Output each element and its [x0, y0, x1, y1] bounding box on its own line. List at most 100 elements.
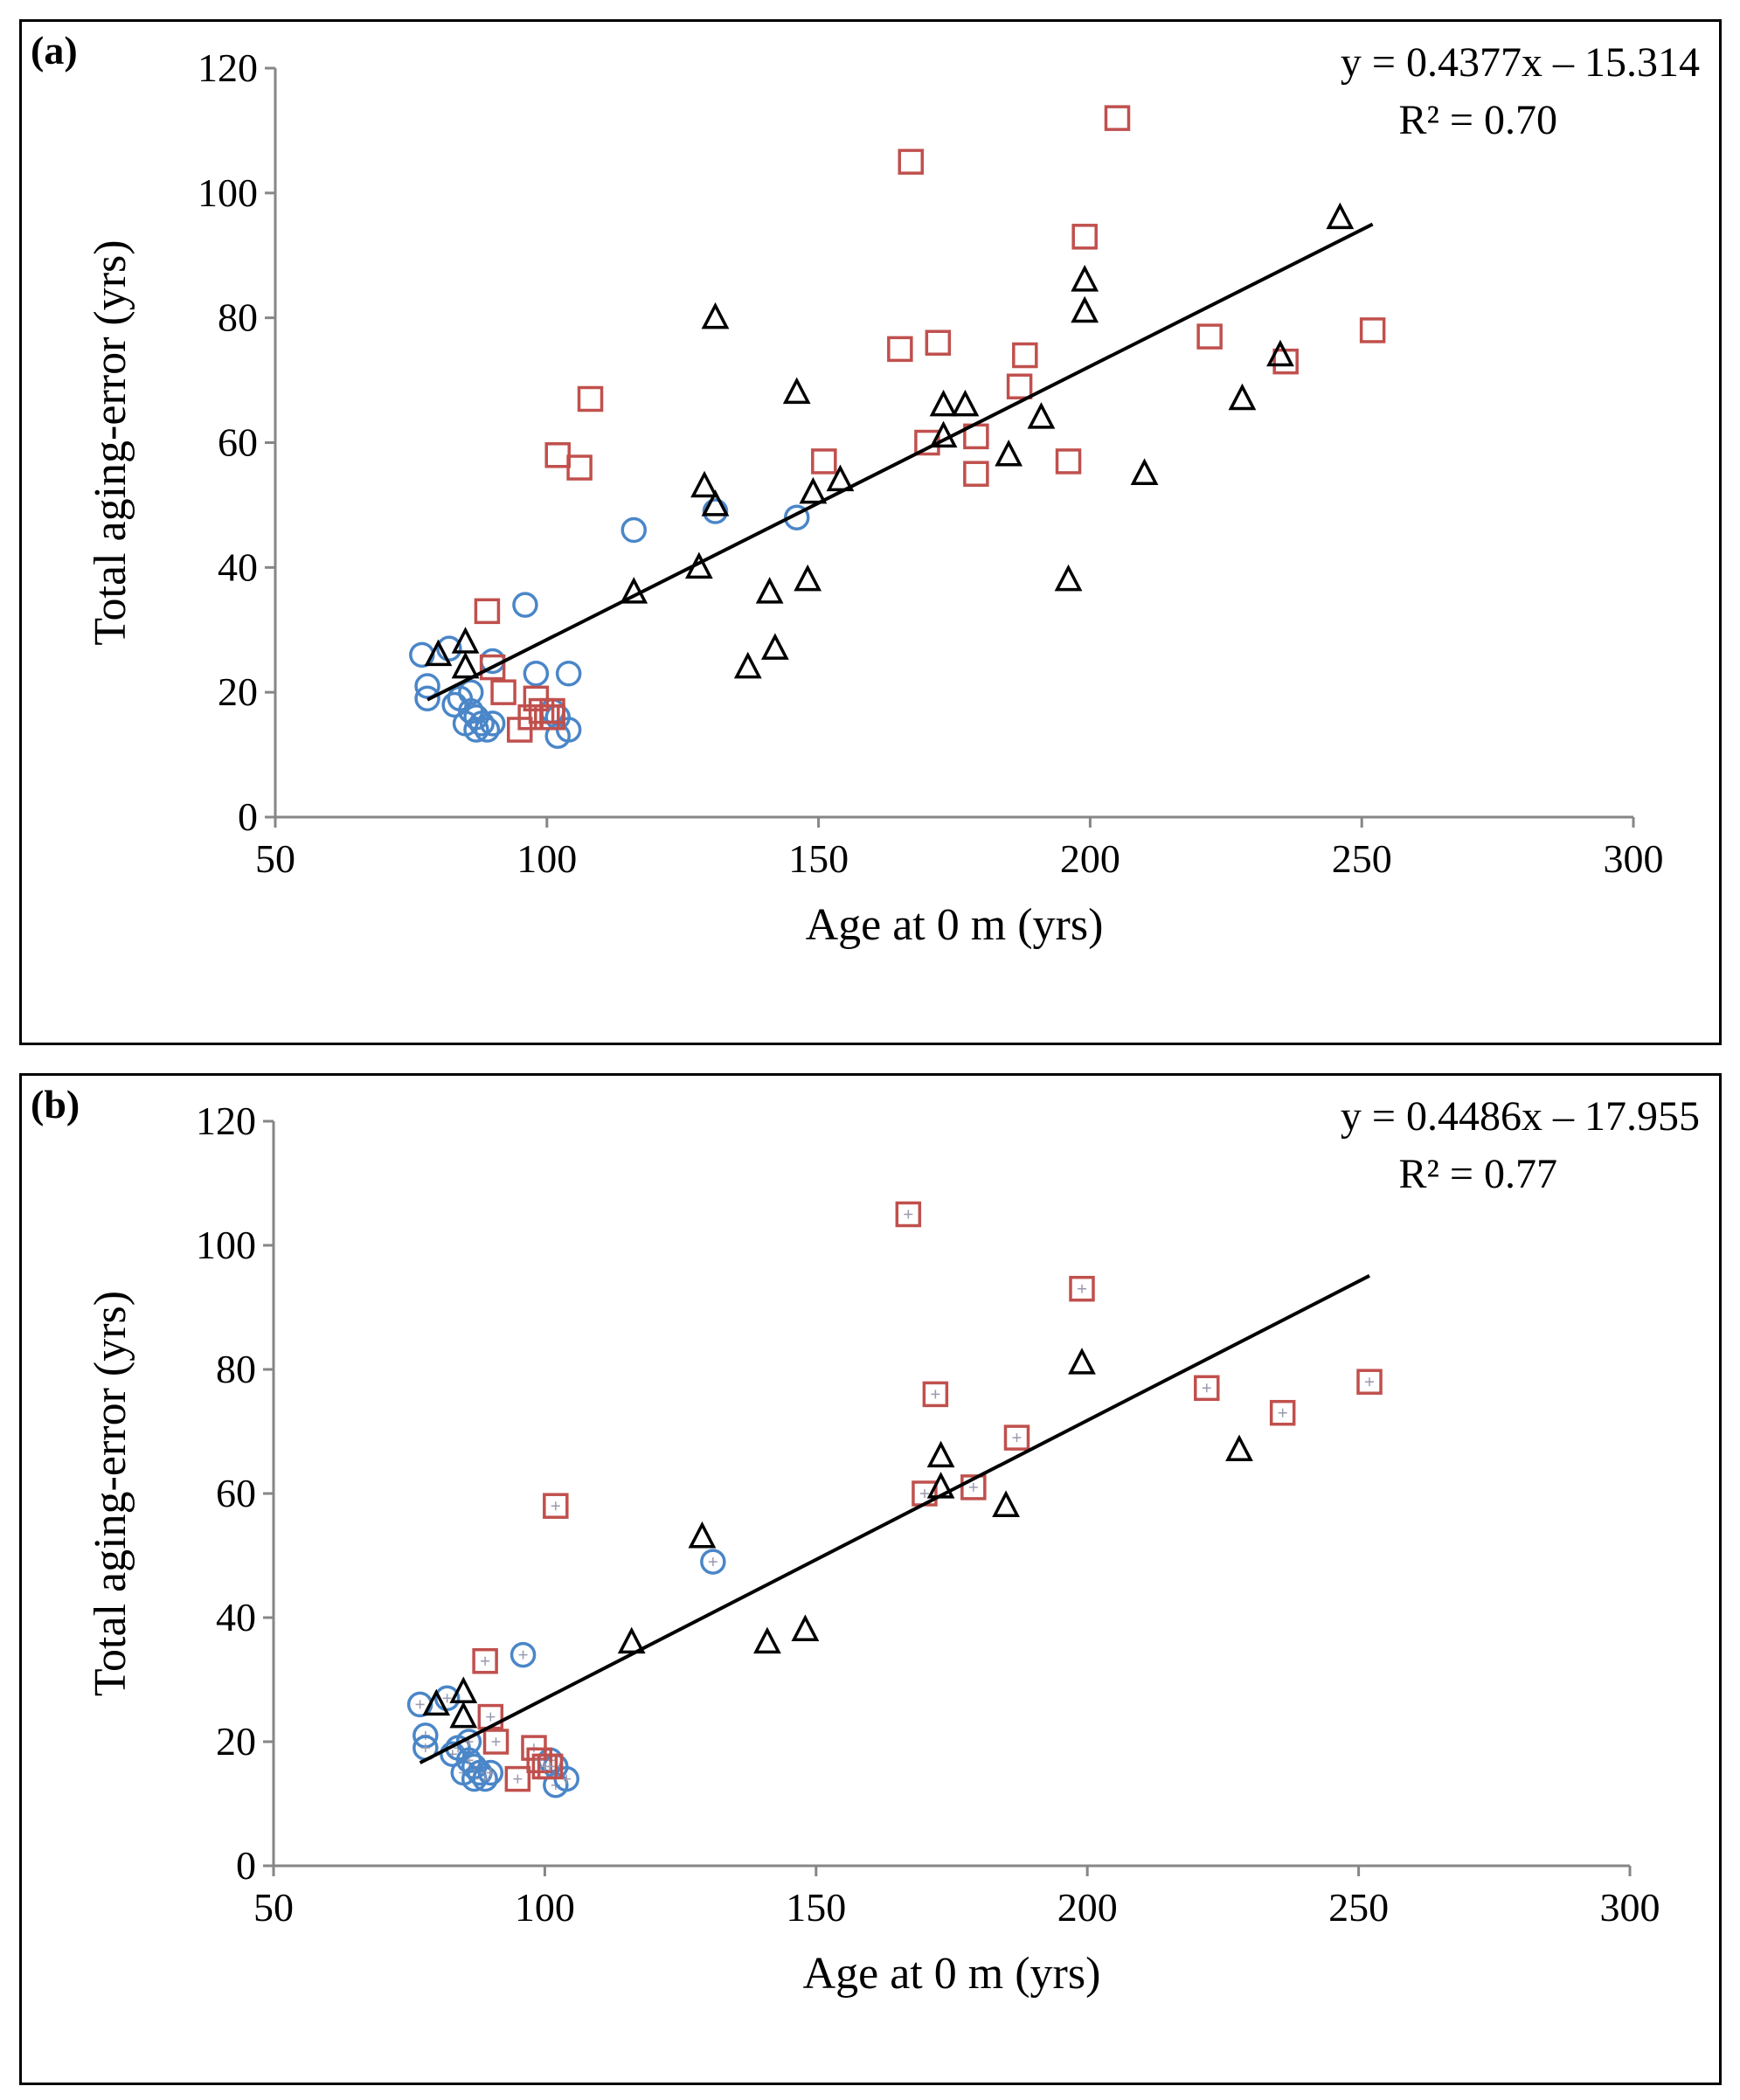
square-marker	[1356, 1369, 1383, 1395]
trend-line	[419, 1274, 1370, 1764]
square-marker	[1196, 323, 1223, 350]
cross-marker	[968, 1482, 978, 1492]
cross-marker	[708, 1557, 717, 1567]
circle-marker	[441, 691, 468, 718]
cross-marker	[442, 1694, 452, 1703]
square-marker	[1003, 1424, 1030, 1451]
square-marker	[1006, 373, 1033, 399]
trendline-equation: y = 0.4377x – 15.314	[1341, 39, 1700, 86]
square-marker	[539, 703, 565, 731]
x-axis-title: Age at 0 m (yrs)	[806, 900, 1104, 950]
triangle-marker	[688, 1521, 717, 1549]
triangle-marker	[701, 301, 730, 329]
square-marker	[895, 1201, 922, 1228]
triangle-marker	[929, 389, 958, 417]
x-tick-label: 300	[1604, 836, 1664, 881]
circle-marker	[436, 635, 462, 662]
cross-marker	[562, 1774, 572, 1784]
circle-marker	[783, 504, 810, 530]
cross-marker	[1012, 1433, 1022, 1443]
circle-marker	[555, 660, 582, 687]
triangle-marker	[1071, 295, 1099, 323]
square-marker	[960, 1474, 987, 1500]
x-tick-label: 100	[516, 836, 577, 881]
square-marker	[472, 1647, 498, 1674]
square-marker	[1269, 1399, 1296, 1426]
x-tick-label: 200	[1060, 836, 1120, 881]
square-marker	[925, 329, 952, 356]
cross-marker	[931, 1390, 940, 1399]
circle-marker	[477, 1759, 504, 1786]
panel-label: (b)	[31, 1082, 80, 1126]
circle-marker	[458, 679, 484, 705]
triangle-marker	[794, 564, 822, 592]
y-tick-label: 20	[218, 669, 258, 714]
square-marker	[474, 598, 501, 625]
x-tick-label: 100	[515, 1885, 575, 1930]
scatter-chart-b: 0 20 40 60 80 100 120 50 100 150 200 250 300 Age at 0…	[31, 1082, 1700, 1999]
cross-marker	[491, 1737, 501, 1746]
scatter-chart-a: 0 20 40 60 80 100 120 50 100 150 200 250 300 Age at 0…	[31, 28, 1700, 950]
circle-marker	[440, 1741, 466, 1767]
y-tick-label: 80	[216, 1347, 256, 1391]
circle-marker	[479, 710, 506, 737]
square-marker	[1194, 1375, 1220, 1402]
triangle-marker	[755, 577, 784, 604]
square-marker	[544, 442, 571, 468]
triangle-marker	[449, 1701, 478, 1729]
cross-marker	[551, 1501, 560, 1511]
square-marker	[490, 679, 516, 705]
circle-marker	[620, 516, 648, 544]
y-tick-label: 0	[236, 1843, 256, 1888]
square-marker	[811, 448, 837, 475]
y-tick-label: 0	[238, 794, 258, 839]
triangle-marker	[1130, 458, 1159, 485]
y-tick-label: 40	[218, 544, 258, 589]
x-tick-label: 150	[786, 1885, 846, 1930]
square-marker	[1069, 1275, 1095, 1302]
square-marker	[479, 654, 506, 681]
square-marker	[898, 149, 925, 175]
triangle-marker	[1054, 564, 1083, 592]
square-marker	[482, 1729, 510, 1755]
circle-marker	[409, 641, 435, 669]
y-tick-label: 20	[216, 1719, 256, 1764]
triangle-marker	[995, 439, 1023, 467]
trend-line	[426, 222, 1374, 702]
triangle-marker	[1068, 1348, 1096, 1375]
cross-marker	[513, 1774, 523, 1784]
triangle-marker	[451, 651, 480, 679]
y-tick-label: 120	[198, 45, 258, 90]
triangle-marker	[1027, 402, 1056, 429]
triangle-marker	[926, 1440, 955, 1468]
x-tick-label: 200	[1057, 1885, 1118, 1930]
triangle-marker	[753, 1626, 781, 1654]
triangle-marker	[617, 1626, 646, 1654]
square-marker	[566, 454, 593, 481]
circle-marker	[468, 710, 495, 737]
panel-label: (a)	[31, 28, 78, 73]
cross-marker	[1077, 1284, 1086, 1293]
chart-panel-b: 0 20 40 60 80 100 120 50 100 150 200 250 300 Age at 0…	[19, 1073, 1722, 2085]
cross-marker	[518, 1650, 528, 1660]
triangle-marker	[799, 476, 828, 504]
trendline-equation: y = 0.4486x – 17.955	[1341, 1093, 1700, 1140]
circle-marker	[510, 1641, 537, 1668]
square-marker	[1055, 448, 1082, 475]
cross-marker	[481, 1656, 490, 1666]
triangle-marker	[1266, 339, 1294, 367]
chart-panel-a: 0 20 40 60 80 100 120 50 100 150 200 250 300 Age at 0…	[19, 19, 1722, 1045]
triangle-marker	[992, 1490, 1020, 1517]
square-marker	[922, 1381, 949, 1408]
square-marker	[577, 385, 604, 412]
triangle-marker	[1071, 265, 1099, 292]
x-tick-label: 250	[1332, 836, 1392, 881]
cross-marker	[420, 1743, 430, 1753]
triangle-marker	[1228, 383, 1257, 411]
triangle-marker	[791, 1614, 820, 1641]
circle-marker	[414, 685, 440, 712]
triangle-marker	[782, 377, 811, 405]
y-tick-label: 40	[216, 1595, 256, 1639]
triangle-marker	[1326, 202, 1355, 230]
circle-marker	[523, 660, 550, 687]
